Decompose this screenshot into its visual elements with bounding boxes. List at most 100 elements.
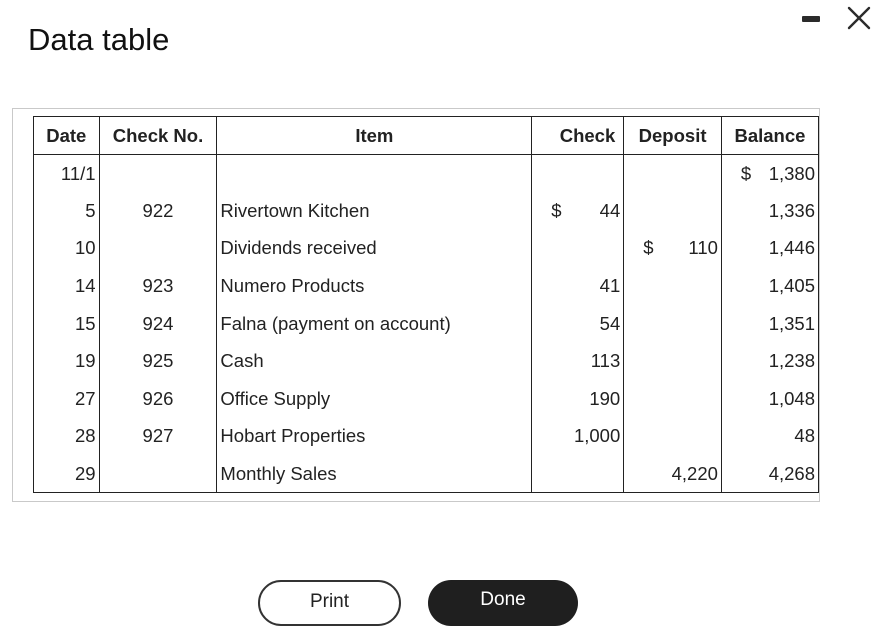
cell-balance-content: 1,351 <box>725 313 815 335</box>
done-button[interactable]: Done <box>428 580 578 626</box>
cell-check-no: 923 <box>98 267 218 305</box>
currency-symbol: $ <box>643 237 654 259</box>
cell-check-value: 1,000 <box>573 425 621 447</box>
cell-balance-content: 1,238 <box>725 350 815 372</box>
cell-check-no <box>98 154 218 193</box>
cell-date: 29 <box>33 455 100 494</box>
cell-check: 113 <box>531 342 625 381</box>
currency-symbol: $ <box>740 162 752 184</box>
cell-deposit-value: 110 <box>688 237 718 259</box>
cell-balance: 1,446 <box>720 229 820 268</box>
cell-balance-value: 1,048 <box>768 387 815 409</box>
cell-check-content: 1,000 <box>535 425 620 447</box>
cell-deposit-content: $110 <box>627 237 718 259</box>
cell-balance-value: 1,446 <box>768 237 815 259</box>
cell-check-no: 925 <box>98 342 218 381</box>
cell-date: 27 <box>33 380 100 418</box>
cell-check <box>531 154 625 193</box>
table-row: 15 924 Falna (payment on account) 54 1,351 <box>33 304 820 343</box>
cell-check-no: 922 <box>98 192 218 230</box>
cell-item: Office Supply <box>216 380 533 418</box>
cell-check-content: 54 <box>535 313 621 335</box>
cell-item: Cash <box>216 342 533 381</box>
cell-check-no: 927 <box>98 417 218 456</box>
cell-balance-value: 1,351 <box>768 312 815 334</box>
table-header-row: Date Check No. Item Check Deposit Balanc… <box>33 116 820 155</box>
header-balance: Balance <box>720 116 820 155</box>
cell-check: 41 <box>531 267 625 305</box>
cell-deposit <box>623 267 722 305</box>
table-row: 5 922 Rivertown Kitchen $44 1,336 <box>33 192 820 230</box>
cell-balance-content: 4,268 <box>725 463 815 485</box>
cell-check-no: 926 <box>98 380 218 418</box>
header-deposit: Deposit <box>623 116 722 155</box>
cell-check-content: 41 <box>535 275 621 297</box>
cell-deposit <box>623 192 722 230</box>
currency-symbol: $ <box>551 199 562 221</box>
dialog-title: Data table <box>28 22 170 57</box>
cell-item: Dividends received <box>216 229 533 268</box>
cell-balance: 1,336 <box>720 192 820 230</box>
table-row: 29 Monthly Sales 4,220 4,268 <box>33 455 820 494</box>
cell-check: 1,000 <box>531 417 625 456</box>
cell-check: 54 <box>531 304 625 343</box>
cell-deposit <box>623 417 722 456</box>
cell-check-no <box>98 455 218 494</box>
cell-deposit: $110 <box>623 229 722 268</box>
cell-balance-value: 48 <box>794 425 815 447</box>
cell-balance-value: 1,336 <box>768 199 815 221</box>
cell-check-value: 113 <box>590 350 621 372</box>
cell-check-content: $44 <box>535 200 620 222</box>
minimize-icon[interactable] <box>802 16 820 22</box>
cell-date: 14 <box>33 267 100 305</box>
cell-check-content: 190 <box>535 388 620 410</box>
data-table: Date Check No. Item Check Deposit Balanc… <box>33 116 820 494</box>
cell-date: 19 <box>33 342 100 381</box>
header-date: Date <box>33 116 100 155</box>
print-button[interactable]: Print <box>258 580 401 626</box>
cell-balance-value: 1,380 <box>768 162 815 184</box>
cell-deposit: 4,220 <box>623 455 722 494</box>
cell-balance-content: 1,405 <box>725 275 815 297</box>
cell-balance: 1,405 <box>720 267 820 305</box>
cell-item: Hobart Properties <box>216 417 533 456</box>
cell-balance-value: 4,268 <box>768 462 815 484</box>
cell-deposit-value: 4,220 <box>671 462 718 484</box>
cell-date: 5 <box>33 192 100 230</box>
data-table-panel: Date Check No. Item Check Deposit Balanc… <box>12 108 820 502</box>
cell-check-value: 41 <box>599 275 621 297</box>
cell-date: 28 <box>33 417 100 456</box>
cell-check <box>531 229 625 268</box>
cell-check: $44 <box>531 192 625 230</box>
cell-date: 11/1 <box>33 154 100 193</box>
cell-check-content: 113 <box>535 350 621 372</box>
cell-deposit <box>623 380 722 418</box>
cell-balance-content: 1,446 <box>725 237 815 259</box>
cell-deposit <box>623 342 722 381</box>
table-row: 28 927 Hobart Properties 1,000 48 <box>33 417 820 456</box>
cell-item: Rivertown Kitchen <box>216 192 533 230</box>
cell-item: Numero Products <box>216 267 533 305</box>
header-item: Item <box>216 116 533 155</box>
table-row: 10 Dividends received $110 1,446 <box>33 229 820 268</box>
cell-item: Monthly Sales <box>216 455 533 494</box>
table-row: 14 923 Numero Products 41 1,405 <box>33 267 820 305</box>
cell-date: 10 <box>33 229 100 268</box>
cell-balance: 1,048 <box>720 380 820 418</box>
cell-check-no <box>98 229 218 268</box>
cell-check <box>531 455 625 494</box>
table-row: 27 926 Office Supply 190 1,048 <box>33 380 820 418</box>
close-icon[interactable] <box>846 5 872 31</box>
cell-deposit-content: 4,220 <box>627 463 718 485</box>
cell-item <box>216 154 533 193</box>
cell-balance-content: 1,048 <box>725 388 815 410</box>
cell-item: Falna (payment on account) <box>216 304 533 343</box>
table-row: 19 925 Cash 113 1,238 <box>33 342 820 381</box>
cell-balance-content: 48 <box>725 425 815 447</box>
cell-deposit <box>623 304 722 343</box>
cell-balance-value: 1,405 <box>768 275 815 297</box>
table-row: 11/1 $1,380 <box>33 154 820 193</box>
cell-check: 190 <box>531 380 625 418</box>
cell-date: 15 <box>33 304 100 343</box>
cell-balance: 4,268 <box>720 455 820 494</box>
